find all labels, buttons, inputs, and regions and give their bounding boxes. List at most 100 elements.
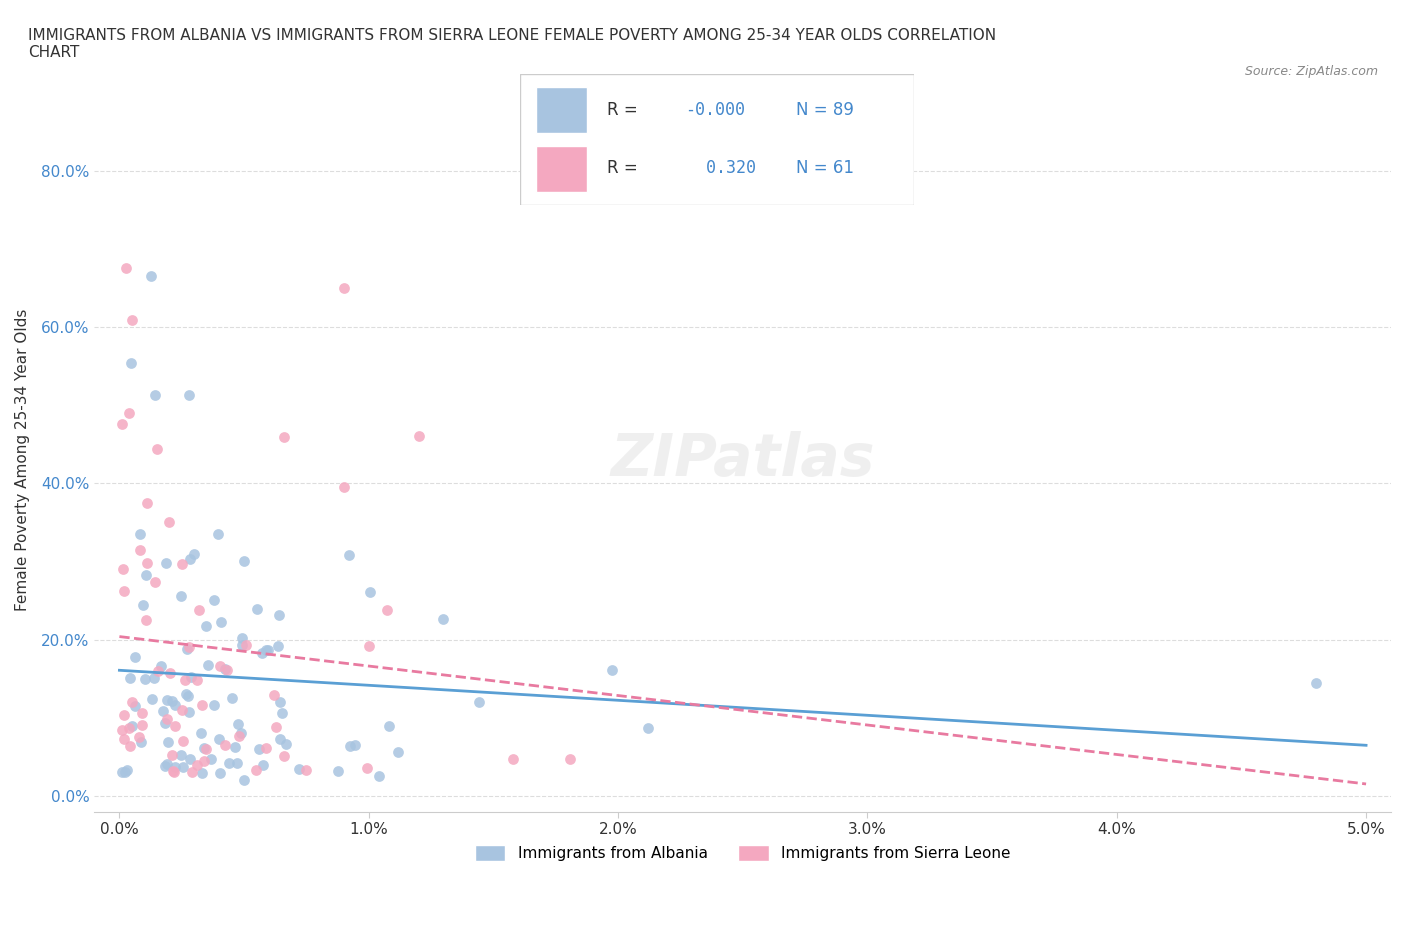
Point <box>172 702 194 717</box>
Point <box>264 720 287 735</box>
Point <box>233 554 256 569</box>
Point <box>177 639 200 654</box>
Point <box>195 618 218 633</box>
Point <box>179 751 201 766</box>
Point <box>377 602 399 617</box>
Text: R =: R = <box>607 100 643 118</box>
Point <box>173 672 195 687</box>
Point <box>157 734 180 749</box>
Point <box>135 495 157 510</box>
Point <box>273 749 295 764</box>
Point <box>131 706 153 721</box>
Point <box>276 737 298 751</box>
Point <box>197 658 219 672</box>
Point <box>170 589 193 604</box>
Point <box>267 638 290 653</box>
Point <box>193 740 215 755</box>
Point <box>112 583 135 598</box>
Point <box>269 695 291 710</box>
Point <box>111 723 134 737</box>
Point <box>218 756 240 771</box>
Point <box>432 611 454 626</box>
Point <box>356 761 378 776</box>
Point <box>186 673 208 688</box>
Point <box>163 719 186 734</box>
Point <box>141 692 163 707</box>
Text: Source: ZipAtlas.com: Source: ZipAtlas.com <box>1244 65 1378 78</box>
Point <box>118 721 141 736</box>
Point <box>180 670 202 684</box>
Point <box>228 729 250 744</box>
Point <box>214 661 236 676</box>
Point <box>246 602 269 617</box>
Point <box>121 695 143 710</box>
Point <box>214 737 236 752</box>
Point <box>378 719 401 734</box>
Point <box>177 387 200 402</box>
Point <box>111 764 134 779</box>
FancyBboxPatch shape <box>536 87 588 133</box>
Point <box>263 687 285 702</box>
Point <box>468 695 491 710</box>
Point <box>190 765 212 780</box>
Point <box>162 747 184 762</box>
Point <box>558 751 581 766</box>
Point <box>250 646 273 661</box>
Point <box>245 763 267 777</box>
Point <box>294 763 316 777</box>
Y-axis label: Female Poverty Among 25-34 Year Olds: Female Poverty Among 25-34 Year Olds <box>15 309 30 611</box>
Point <box>221 691 243 706</box>
Point <box>359 584 381 599</box>
Point <box>120 355 142 370</box>
Point <box>195 741 218 756</box>
Point <box>112 708 135 723</box>
Point <box>121 719 143 734</box>
Point <box>271 706 294 721</box>
Point <box>129 735 152 750</box>
Point <box>191 698 214 712</box>
Point <box>226 717 249 732</box>
Text: 0.320: 0.320 <box>686 159 755 177</box>
Point <box>181 764 204 779</box>
Point <box>232 773 254 788</box>
Point <box>128 730 150 745</box>
Point <box>172 734 194 749</box>
Point <box>637 721 659 736</box>
Point <box>163 760 186 775</box>
Point <box>143 575 166 590</box>
Text: N = 89: N = 89 <box>796 100 853 118</box>
Text: N = 61: N = 61 <box>796 159 853 177</box>
Point <box>186 758 208 773</box>
Point <box>177 688 200 703</box>
Point <box>200 751 222 766</box>
Point <box>177 704 200 719</box>
Point <box>252 758 274 773</box>
Point <box>156 711 179 726</box>
Point <box>134 671 156 686</box>
Point <box>112 732 135 747</box>
Point <box>111 417 134 432</box>
Point <box>231 726 253 741</box>
FancyBboxPatch shape <box>536 146 588 192</box>
Point <box>193 754 215 769</box>
Point <box>143 671 166 685</box>
Point <box>163 764 186 779</box>
Point <box>132 597 155 612</box>
Point <box>359 639 381 654</box>
Legend: Immigrants from Albania, Immigrants from Sierra Leone: Immigrants from Albania, Immigrants from… <box>468 839 1017 868</box>
Point <box>146 442 169 457</box>
Point <box>135 613 157 628</box>
Point <box>217 663 239 678</box>
Point <box>170 556 193 571</box>
Text: IMMIGRANTS FROM ALBANIA VS IMMIGRANTS FROM SIERRA LEONE FEMALE POVERTY AMONG 25-: IMMIGRANTS FROM ALBANIA VS IMMIGRANTS FR… <box>28 28 997 60</box>
Point <box>176 642 198 657</box>
Point <box>165 698 187 712</box>
Point <box>188 602 211 617</box>
Point <box>120 738 142 753</box>
Point <box>159 665 181 680</box>
Text: R =: R = <box>607 159 637 177</box>
Point <box>254 740 277 755</box>
Point <box>273 430 295 445</box>
Point <box>129 543 152 558</box>
Text: ZIPatlas: ZIPatlas <box>610 432 875 488</box>
